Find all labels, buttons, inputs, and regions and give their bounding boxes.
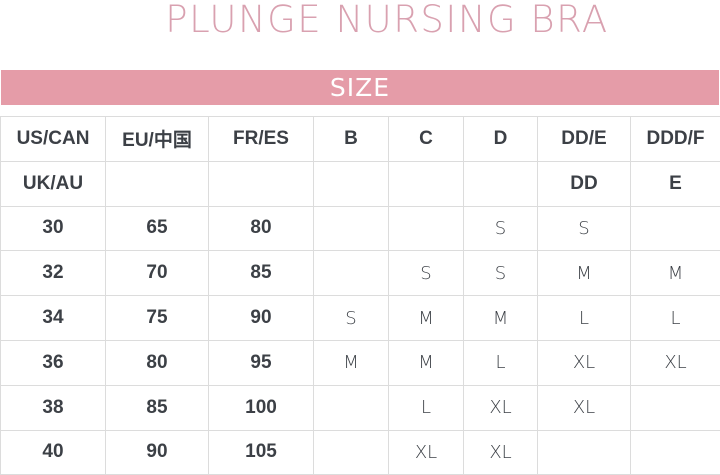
cup-size-cell: XL <box>538 385 631 430</box>
header-cell <box>464 161 538 206</box>
band-size-cell: 38 <box>1 385 106 430</box>
cup-size-cell: S <box>314 296 389 341</box>
band-size-cell: 36 <box>1 340 106 385</box>
band-size-cell: 75 <box>106 296 209 341</box>
cup-size-cell: XL <box>631 340 720 385</box>
cup-size-cell <box>389 206 464 251</box>
cup-size-cell: XL <box>464 430 538 475</box>
header-cell <box>106 161 209 206</box>
cup-size-cell: M <box>314 340 389 385</box>
cup-size-cell: XL <box>389 430 464 475</box>
header-cell <box>314 161 389 206</box>
band-size-cell: 80 <box>106 340 209 385</box>
size-band: SIZE <box>1 70 719 105</box>
cup-size-cell <box>538 430 631 475</box>
cup-size-cell: L <box>631 296 720 341</box>
header-cell: FR/ES <box>209 117 314 162</box>
header-cell: DDD/F <box>631 117 720 162</box>
cup-size-cell <box>631 206 720 251</box>
header-cell: E <box>631 161 720 206</box>
band-size-cell: 34 <box>1 296 106 341</box>
cup-size-cell: XL <box>538 340 631 385</box>
header-cell: B <box>314 117 389 162</box>
header-cell <box>389 161 464 206</box>
band-size-cell: 95 <box>209 340 314 385</box>
band-size-cell: 90 <box>106 430 209 475</box>
cup-size-cell: M <box>464 296 538 341</box>
cup-size-cell: S <box>464 251 538 296</box>
cup-size-cell: S <box>389 251 464 296</box>
band-size-cell: 85 <box>106 385 209 430</box>
cup-size-cell: S <box>538 206 631 251</box>
header-cell: EU/中国 <box>106 117 209 162</box>
band-size-cell: 90 <box>209 296 314 341</box>
cup-size-cell: S <box>464 206 538 251</box>
cup-size-cell: L <box>389 385 464 430</box>
cup-size-cell: M <box>389 296 464 341</box>
band-size-cell: 40 <box>1 430 106 475</box>
band-size-cell: 65 <box>106 206 209 251</box>
header-cell: US/CAN <box>1 117 106 162</box>
header-cell: D <box>464 117 538 162</box>
cup-size-cell <box>314 430 389 475</box>
cup-size-cell: M <box>389 340 464 385</box>
band-size-cell: 30 <box>1 206 106 251</box>
cup-size-cell: M <box>538 251 631 296</box>
cup-size-cell <box>314 206 389 251</box>
cup-size-cell: L <box>464 340 538 385</box>
header-cell: UK/AU <box>1 161 106 206</box>
header-cell <box>209 161 314 206</box>
band-size-cell: 32 <box>1 251 106 296</box>
header-cell: DD/E <box>538 117 631 162</box>
cup-size-cell <box>631 430 720 475</box>
cup-size-cell <box>314 251 389 296</box>
cup-size-cell <box>631 385 720 430</box>
cup-size-cell <box>314 385 389 430</box>
cup-size-cell: M <box>631 251 720 296</box>
cup-size-cell: L <box>538 296 631 341</box>
band-size-cell: 70 <box>106 251 209 296</box>
band-size-cell: 105 <box>209 430 314 475</box>
band-size-cell: 100 <box>209 385 314 430</box>
cup-size-cell: XL <box>464 385 538 430</box>
band-size-cell: 85 <box>209 251 314 296</box>
page-title: PLUNGE NURSING BRA <box>0 0 720 41</box>
header-cell: DD <box>538 161 631 206</box>
band-size-cell: 80 <box>209 206 314 251</box>
header-cell: C <box>389 117 464 162</box>
